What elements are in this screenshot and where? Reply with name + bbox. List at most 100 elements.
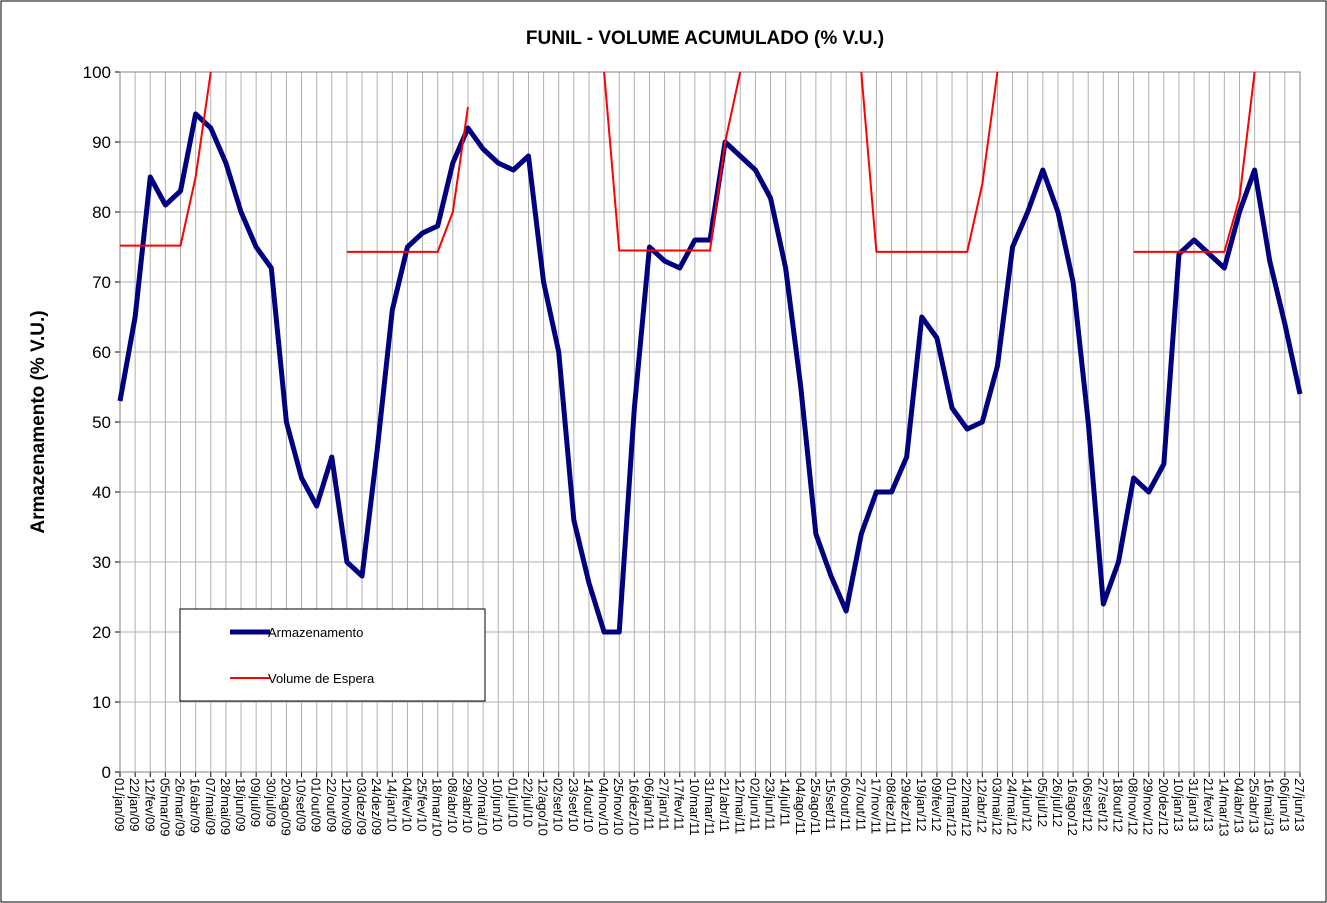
x-tick-label: 07/mai/09 bbox=[203, 778, 218, 835]
y-axis-label: Armazenamento (% V.U.) bbox=[28, 310, 49, 533]
x-tick-label: 19/jan/12 bbox=[914, 778, 929, 832]
series-line bbox=[603, 71, 742, 252]
x-tick-label: 06/jan/11 bbox=[641, 778, 656, 831]
x-tick-label: 21/fev/13 bbox=[1201, 778, 1216, 832]
x-tick-label: 04/abr/13 bbox=[1231, 778, 1246, 833]
x-tick-label: 23/set/10 bbox=[566, 778, 581, 832]
x-tick-label: 18/out/12 bbox=[1110, 778, 1125, 832]
x-tick-label: 01/mar/12 bbox=[944, 778, 959, 837]
x-tick-label: 25/ago/11 bbox=[808, 778, 823, 835]
x-tick-label: 05/mar/09 bbox=[157, 778, 172, 837]
x-tick-label: 03/dez/09 bbox=[354, 778, 369, 835]
plot-border bbox=[119, 71, 1301, 773]
x-tick-label: 25/nov/10 bbox=[611, 778, 626, 835]
y-tick-label: 20 bbox=[92, 623, 111, 642]
x-tick-label: 27/jan/11 bbox=[657, 778, 672, 831]
y-tick-label: 0 bbox=[102, 763, 111, 782]
x-tick-label: 12/mai/11 bbox=[732, 778, 747, 834]
x-tick-label: 29/dez/11 bbox=[899, 778, 914, 834]
x-tick-label: 24/mai/12 bbox=[1005, 778, 1020, 835]
y-tick-label: 30 bbox=[92, 553, 111, 572]
x-tick-label: 10/set/09 bbox=[294, 778, 309, 832]
x-tick-label: 22/out/09 bbox=[324, 778, 339, 832]
chart-title: FUNIL - VOLUME ACUMULADO (% V.U.) bbox=[526, 28, 884, 49]
x-tick-label: 27/jun/13 bbox=[1292, 778, 1307, 832]
x-tick-label: 23/jun/11 bbox=[763, 778, 778, 831]
series-line bbox=[120, 71, 212, 247]
x-tick-label: 27/set/12 bbox=[1095, 778, 1110, 832]
x-tick-label: 06/set/12 bbox=[1080, 778, 1095, 832]
x-tick-label: 26/mar/09 bbox=[173, 778, 188, 837]
x-tick-label: 24/dez/09 bbox=[369, 778, 384, 835]
legend bbox=[179, 608, 486, 702]
x-tick-label: 04/nov/10 bbox=[596, 778, 611, 835]
x-tick-label: 01/out/09 bbox=[309, 778, 324, 832]
x-tick-label: 10/jun/10 bbox=[490, 778, 505, 832]
x-tick-label: 21/abr/11 bbox=[717, 778, 732, 832]
x-tick-label: 06/out/11 bbox=[838, 778, 853, 831]
x-tick-label: 22/jan/09 bbox=[127, 778, 142, 832]
x-tick-label: 26/jul/12 bbox=[1050, 778, 1065, 827]
x-tick-label: 16/ago/12 bbox=[1065, 778, 1080, 836]
y-tick-label: 40 bbox=[92, 483, 111, 502]
x-tick-label: 08/dez/11 bbox=[884, 778, 899, 834]
x-tick-label: 16/abr/09 bbox=[188, 778, 203, 833]
x-tick-label: 14/jun/12 bbox=[1020, 778, 1035, 832]
x-tick-label: 20/dez/12 bbox=[1156, 778, 1171, 835]
y-tick-label: 80 bbox=[92, 203, 111, 222]
x-tick-label: 02/set/10 bbox=[551, 778, 566, 832]
y-tick-label: 70 bbox=[92, 273, 111, 292]
x-tick-label: 16/mai/13 bbox=[1262, 778, 1277, 835]
x-tick-label: 08/nov/12 bbox=[1126, 778, 1141, 835]
x-tick-label: 12/fev/09 bbox=[142, 778, 157, 832]
x-tick-label: 14/out/10 bbox=[581, 778, 596, 832]
legend-label: Armazenamento bbox=[268, 625, 363, 640]
series-line bbox=[1133, 71, 1256, 253]
x-tick-label: 14/mar/13 bbox=[1216, 778, 1231, 837]
x-tick-label: 25/abr/13 bbox=[1247, 778, 1262, 833]
y-tick-label: 60 bbox=[92, 343, 111, 362]
x-tick-label: 29/abr/10 bbox=[460, 778, 475, 833]
x-tick-label: 04/ago/11 bbox=[793, 778, 808, 835]
x-tick-label: 09/jul/09 bbox=[248, 778, 263, 827]
x-tick-label: 14/jul/11 bbox=[778, 778, 793, 826]
x-tick-label: 02/jun/11 bbox=[747, 778, 762, 831]
y-tick-label: 90 bbox=[92, 133, 111, 152]
x-tick-label: 16/dez/10 bbox=[626, 778, 641, 835]
x-tick-label: 10/mar/11 bbox=[687, 778, 702, 836]
x-tick-label: 14/jan/10 bbox=[384, 778, 399, 832]
x-tick-label: 05/jul/12 bbox=[1035, 778, 1050, 827]
x-tick-label: 01/jul/10 bbox=[505, 778, 520, 827]
x-tick-label: 12/nov/09 bbox=[339, 778, 354, 835]
x-tick-label: 10/jan/13 bbox=[1171, 778, 1186, 832]
x-tick-label: 22/mar/12 bbox=[959, 778, 974, 837]
x-tick-label: 15/set/11 bbox=[823, 778, 838, 831]
legend-label: Volume de Espera bbox=[268, 671, 375, 686]
x-tick-label: 12/abr/12 bbox=[974, 778, 989, 833]
x-tick-label: 12/ago/10 bbox=[536, 778, 551, 836]
x-tick-label: 28/mai/09 bbox=[218, 778, 233, 835]
series-line bbox=[117, 111, 1303, 635]
series-line bbox=[860, 71, 999, 253]
x-tick-label: 04/fev/10 bbox=[399, 778, 414, 832]
x-tick-label: 20/ago/09 bbox=[278, 778, 293, 836]
x-tick-label: 06/jun/13 bbox=[1277, 778, 1292, 832]
x-tick-label: 27/out/11 bbox=[853, 778, 868, 831]
series-line bbox=[346, 106, 469, 253]
y-tick-label: 100 bbox=[83, 63, 111, 82]
x-tick-label: 29/nov/12 bbox=[1141, 778, 1156, 835]
x-tick-label: 30/jul/09 bbox=[263, 778, 278, 827]
x-tick-label: 17/nov/11 bbox=[868, 778, 883, 834]
y-tick-label: 10 bbox=[92, 693, 111, 712]
x-tick-label: 18/jun/09 bbox=[233, 778, 248, 832]
x-tick-label: 25/fev/10 bbox=[415, 778, 430, 832]
x-tick-label: 17/fev/11 bbox=[672, 778, 687, 831]
x-tick-label: 31/mar/11 bbox=[702, 778, 717, 836]
x-tick-label: 22/jul/10 bbox=[520, 778, 535, 827]
x-tick-label: 03/mai/12 bbox=[989, 778, 1004, 835]
x-tick-label: 20/mai/10 bbox=[475, 778, 490, 835]
x-tick-label: 09/fev/12 bbox=[929, 778, 944, 832]
x-tick-label: 01/jan/09 bbox=[112, 778, 127, 832]
x-tick-label: 18/mar/10 bbox=[430, 778, 445, 837]
